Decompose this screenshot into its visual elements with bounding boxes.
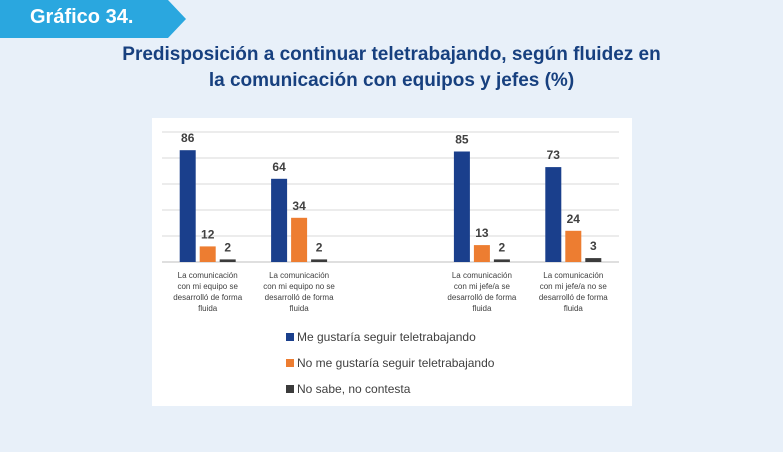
legend-label: Me gustaría seguir teletrabajando xyxy=(297,330,476,344)
legend-swatch xyxy=(286,333,294,341)
bar-series-1-cat-4 xyxy=(453,151,470,262)
data-label: 86 xyxy=(181,131,195,145)
data-label: 13 xyxy=(475,226,489,240)
category-label-line: con mi jefe/a no se xyxy=(539,282,607,291)
category-label-line: desarrolló de forma xyxy=(264,293,334,302)
bar-series-1-cat-5 xyxy=(545,167,562,262)
data-label: 2 xyxy=(316,240,323,254)
category-label-line: La comunicación xyxy=(177,271,238,280)
category-label-line: fluida xyxy=(198,304,218,313)
bar-series-2-cat-2 xyxy=(291,217,308,262)
bar-series-3-cat-5 xyxy=(585,258,602,262)
category-label-line: La comunicación xyxy=(451,271,512,280)
chart-title: Predisposición a continuar teletrabajand… xyxy=(0,42,783,94)
category-label-line: con mi jefe/a se xyxy=(453,282,510,291)
category-label: La comunicación con mi equipo no se desarr… xyxy=(244,270,354,314)
bar-series-1-cat-2 xyxy=(271,178,288,262)
category-label-line: La comunicación xyxy=(269,271,330,280)
data-label: 34 xyxy=(292,199,306,213)
legend-swatch xyxy=(286,385,294,393)
category-label-line: desarrolló de forma xyxy=(173,293,243,302)
category-label: La comunicación con mi equipo se desarroll… xyxy=(153,270,263,314)
bar-series-2-cat-1 xyxy=(199,246,216,262)
legend-swatch xyxy=(286,359,294,367)
category-label-line: desarrolló de forma xyxy=(538,293,608,302)
badge-text: Gráfico 34. xyxy=(30,6,134,28)
bar-series-3-cat-2 xyxy=(311,259,328,262)
data-label: 2 xyxy=(499,240,506,254)
category-label: La comunicación con mi jefe/a se desarroll… xyxy=(427,270,537,314)
category-label-line: fluida xyxy=(289,304,309,313)
bar-chart: 86 12 2 64 34 2 85 13 2 73 24 3 xyxy=(162,131,619,263)
data-label: 73 xyxy=(547,148,561,162)
data-label: 12 xyxy=(201,227,215,241)
category-label-line: La comunicación xyxy=(543,271,604,280)
data-label: 3 xyxy=(590,239,597,253)
bar-series-2-cat-5 xyxy=(565,230,582,262)
legend-label: No me gustaría seguir teletrabajando xyxy=(297,356,495,370)
category-label-line: con mi equipo se xyxy=(177,282,238,291)
legend-label: No sabe, no contesta xyxy=(297,382,411,396)
category-label-line: con mi equipo no se xyxy=(263,282,335,291)
chart-panel: 86 12 2 64 34 2 85 13 2 73 24 3 La comunicación con … xyxy=(152,118,632,406)
category-label-line: fluida xyxy=(563,304,583,313)
data-label: 85 xyxy=(455,133,469,147)
bar-series-1-cat-1 xyxy=(179,150,196,262)
chart-number-badge: Gráfico 34. xyxy=(0,0,190,38)
category-label-line: desarrolló de forma xyxy=(447,293,517,302)
category-label: La comunicación con mi jefe/a no se desarr… xyxy=(518,270,628,314)
category-label-line: fluida xyxy=(472,304,492,313)
bar-series-2-cat-4 xyxy=(473,245,490,262)
chart-title-line-2: la comunicación con equipos y jefes (%) xyxy=(208,70,575,91)
chart-title-line-1: Predisposición a continuar teletrabajand… xyxy=(122,44,661,65)
badge-arrow-shape xyxy=(0,0,186,38)
bar-series-3-cat-4 xyxy=(493,259,510,262)
data-label: 64 xyxy=(272,160,286,174)
data-label: 24 xyxy=(567,212,581,226)
data-label: 2 xyxy=(224,240,231,254)
bar-series-3-cat-1 xyxy=(219,259,236,262)
